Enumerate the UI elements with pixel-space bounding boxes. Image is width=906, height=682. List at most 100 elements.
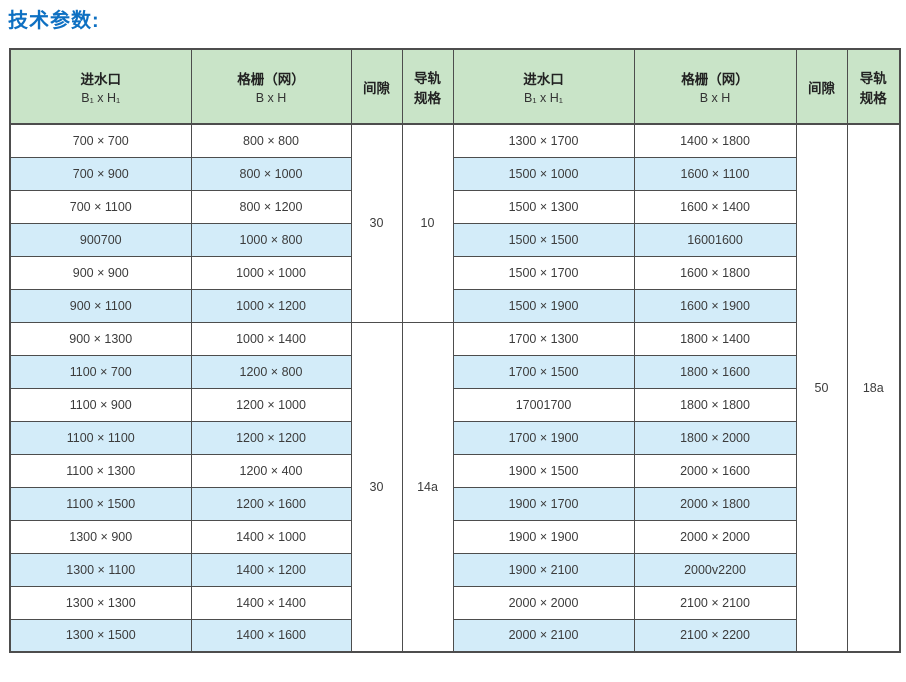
header-rail-right-line2: 规格	[859, 90, 887, 106]
header-grille-right-line1: 格栅（网）	[681, 72, 749, 87]
cell-inlet-left: 700 × 900	[9, 156, 192, 191]
table-row: 1100 × 700 1200 × 800 1700 × 1500 1800 ×…	[9, 354, 900, 389]
cell-inlet-right: 2000 × 2000	[452, 585, 635, 620]
cell-grille-left: 800 × 1000	[190, 156, 352, 191]
header-grille-left-line1: 格栅（网）	[237, 72, 305, 87]
cell-grille-left: 1000 × 1400	[190, 321, 352, 356]
cell-inlet-right: 17001700	[452, 387, 635, 422]
cell-grille-left: 1400 × 1400	[190, 585, 352, 620]
cell-grille-left: 1200 × 1600	[190, 486, 352, 521]
cell-inlet-left: 1100 × 900	[9, 387, 192, 422]
cell-inlet-right: 1700 × 1500	[452, 354, 635, 389]
cell-grille-right: 1800 × 1400	[633, 321, 797, 356]
table-row: 900 × 1300 1000 × 1400 30 14a 1700 × 130…	[9, 321, 900, 653]
table-row: 900700 1000 × 800 1500 × 1500 16001600	[9, 222, 900, 257]
header-inlet-left: 进水口 B₁ x H₁	[9, 48, 192, 125]
cell-grille-right: 2000 × 2000	[633, 519, 797, 554]
cell-rail-left-group1: 10	[401, 123, 454, 323]
cell-grille-right: 16001600	[633, 222, 797, 257]
cell-inlet-left: 700 × 700	[9, 123, 192, 158]
cell-grille-left: 1200 × 800	[190, 354, 352, 389]
cell-inlet-left: 900 × 1100	[9, 288, 192, 323]
cell-gap-right: 50	[795, 123, 848, 653]
cell-inlet-right: 1300 × 1700	[452, 123, 635, 158]
header-rail-right-line1: 导轨	[859, 70, 887, 86]
cell-inlet-right: 1900 × 1900	[452, 519, 635, 554]
header-grille-right-line2: B x H	[699, 91, 731, 105]
header-rail-left-line2: 规格	[414, 90, 441, 106]
cell-grille-left: 1000 × 1000	[190, 255, 352, 290]
technical-parameters-table: 进水口 B₁ x H₁ 格栅（网） B x H 间隙 导轨 规格 进水口 B₁ …	[9, 48, 901, 653]
cell-inlet-left: 1300 × 1500	[9, 618, 192, 653]
header-row: 进水口 B₁ x H₁ 格栅（网） B x H 间隙 导轨 规格 进水口 B₁ …	[9, 48, 901, 125]
cell-rail-right: 18a	[846, 123, 901, 653]
cell-grille-left: 1400 × 1200	[190, 552, 352, 587]
table-row: 700 × 900 800 × 1000 1500 × 1000 1600 × …	[9, 156, 900, 191]
cell-grille-left: 1400 × 1000	[190, 519, 352, 554]
cell-inlet-left: 1100 × 700	[9, 354, 192, 389]
header-rail-left: 导轨 规格	[401, 48, 454, 125]
cell-inlet-left: 1100 × 1300	[9, 453, 192, 488]
cell-inlet-right: 1900 × 2100	[452, 552, 635, 587]
table-row: 1100 × 900 1200 × 1000 17001700 1800 × 1…	[9, 387, 900, 422]
cell-inlet-right: 1500 × 1500	[452, 222, 635, 257]
cell-inlet-left: 900 × 900	[9, 255, 192, 290]
cell-inlet-right: 1700 × 1300	[452, 321, 635, 356]
header-inlet-left-line2: B₁ x H₁	[81, 91, 121, 105]
cell-grille-left: 1200 × 400	[190, 453, 352, 488]
header-grille-left-line2: B x H	[255, 91, 287, 105]
table-row: 700 × 700 800 × 800 30 10 1300 × 1700 14…	[9, 123, 901, 653]
header-inlet-right: 进水口 B₁ x H₁	[452, 48, 635, 125]
cell-inlet-right: 1700 × 1900	[452, 420, 635, 455]
header-grille-left: 格栅（网） B x H	[190, 48, 352, 125]
table-row: 1100 × 1300 1200 × 400 1900 × 1500 2000 …	[9, 453, 900, 488]
table-row: 1300 × 1300 1400 × 1400 2000 × 2000 2100…	[9, 585, 900, 620]
header-rail-right: 导轨 规格	[846, 48, 901, 125]
cell-grille-left: 1400 × 1600	[190, 618, 352, 653]
cell-grille-left: 1200 × 1200	[190, 420, 352, 455]
table-row: 1300 × 1500 1400 × 1600 2000 × 2100 2100…	[9, 618, 900, 653]
header-inlet-right-line1: 进水口	[523, 72, 564, 87]
cell-grille-right: 2000 × 1800	[633, 486, 797, 521]
table-row: 1300 × 900 1400 × 1000 1900 × 1900 2000 …	[9, 519, 900, 554]
cell-inlet-left: 1100 × 1500	[9, 486, 192, 521]
cell-inlet-right: 1500 × 1900	[452, 288, 635, 323]
cell-rail-left-group2: 14a	[401, 321, 454, 653]
cell-grille-left: 1000 × 1200	[190, 288, 352, 323]
header-gap-left: 间隙	[350, 48, 403, 125]
header-inlet-right-line2: B₁ x H₁	[524, 91, 563, 105]
header-gap-right: 间隙	[795, 48, 848, 125]
cell-grille-right: 2100 × 2100	[633, 585, 797, 620]
cell-grille-right: 1400 × 1800	[633, 123, 797, 158]
table-row: 900 × 900 1000 × 1000 1500 × 1700 1600 ×…	[9, 255, 900, 290]
cell-inlet-right: 2000 × 2100	[452, 618, 635, 653]
header-inlet-left-line1: 进水口	[80, 72, 122, 87]
header-grille-right: 格栅（网） B x H	[633, 48, 797, 125]
cell-inlet-left: 900 × 1300	[9, 321, 192, 356]
table-row: 1300 × 1100 1400 × 1200 1900 × 2100 2000…	[9, 552, 900, 587]
cell-inlet-left: 900700	[9, 222, 192, 257]
cell-grille-right: 2000v2200	[633, 552, 797, 587]
table-row: 900 × 1100 1000 × 1200 1500 × 1900 1600 …	[9, 288, 900, 323]
cell-inlet-left: 700 × 1100	[9, 189, 192, 224]
cell-grille-right: 1800 × 2000	[633, 420, 797, 455]
cell-inlet-right: 1500 × 1700	[452, 255, 635, 290]
cell-inlet-left: 1300 × 1300	[9, 585, 192, 620]
table-row: 1100 × 1100 1200 × 1200 1700 × 1900 1800…	[9, 420, 900, 455]
page-title: 技术参数:	[8, 10, 100, 32]
cell-inlet-left: 1100 × 1100	[9, 420, 192, 455]
table-row: 700 × 1100 800 × 1200 1500 × 1300 1600 ×…	[9, 189, 900, 224]
table-row: 1100 × 1500 1200 × 1600 1900 × 1700 2000…	[9, 486, 900, 521]
cell-grille-right: 1800 × 1800	[633, 387, 797, 422]
cell-grille-left: 800 × 1200	[190, 189, 352, 224]
cell-inlet-left: 1300 × 1100	[9, 552, 192, 587]
cell-inlet-left: 1300 × 900	[9, 519, 192, 554]
cell-grille-right: 1800 × 1600	[633, 354, 797, 389]
cell-inlet-right: 1500 × 1000	[452, 156, 635, 191]
cell-grille-left: 1000 × 800	[190, 222, 352, 257]
cell-grille-right: 1600 × 1900	[633, 288, 797, 323]
cell-grille-right: 1600 × 1800	[633, 255, 797, 290]
header-rail-left-line1: 导轨	[414, 70, 441, 86]
cell-grille-right: 2000 × 1600	[633, 453, 797, 488]
cell-inlet-right: 1900 × 1700	[452, 486, 635, 521]
